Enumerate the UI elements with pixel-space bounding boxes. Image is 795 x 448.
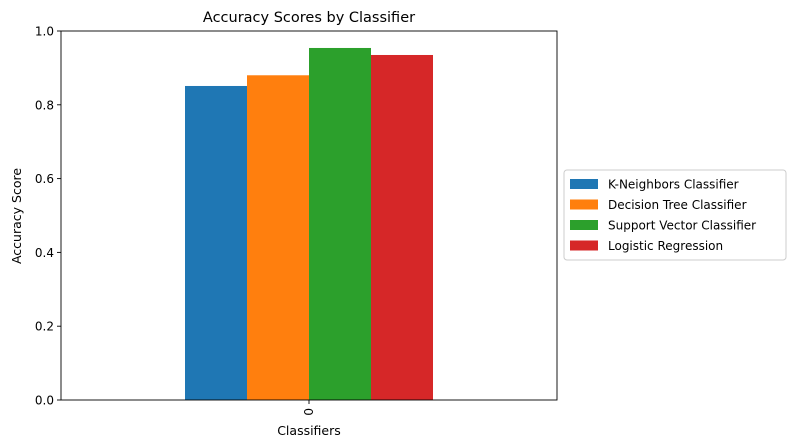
x-axis: 0 [302, 400, 316, 416]
legend-label-2: Decision Tree Classifier [608, 198, 747, 212]
legend-swatch-3 [570, 220, 598, 230]
y-axis-label: Accuracy Score [9, 168, 24, 264]
legend-box [563, 169, 787, 261]
plot-frame [60, 30, 558, 401]
legend-swatch-4 [570, 240, 598, 251]
legend-label-4: Logistic Regression [608, 239, 723, 253]
y-axis: 0.0 0.2 0.4 0.6 0.8 1.0 [35, 25, 61, 408]
legend-swatch-1 [570, 179, 598, 189]
y-tick-label: 0.4 [35, 246, 54, 260]
bar-3 [309, 47, 371, 400]
y-tick-label: 1.0 [35, 25, 54, 39]
y-tick-label: 0.2 [35, 320, 54, 334]
y-tick-label: 0.0 [35, 394, 54, 408]
chart-title: Accuracy Scores by Classifier [203, 10, 415, 26]
x-tick-label: 0 [302, 408, 316, 416]
y-tick-label: 0.6 [35, 172, 54, 186]
x-axis-label: Classifiers [277, 423, 341, 438]
bar-4 [371, 54, 433, 401]
y-tick-label: 0.8 [35, 98, 54, 112]
legend: K-Neighbors Classifier Decision Tree Clas… [563, 169, 787, 261]
legend-label-1: K-Neighbors Classifier [608, 178, 739, 192]
bars-group [185, 47, 433, 401]
legend-label-3: Support Vector Classifier [608, 219, 756, 233]
bar-2 [247, 75, 309, 400]
legend-swatch-2 [570, 199, 598, 210]
bar-1 [185, 85, 247, 400]
